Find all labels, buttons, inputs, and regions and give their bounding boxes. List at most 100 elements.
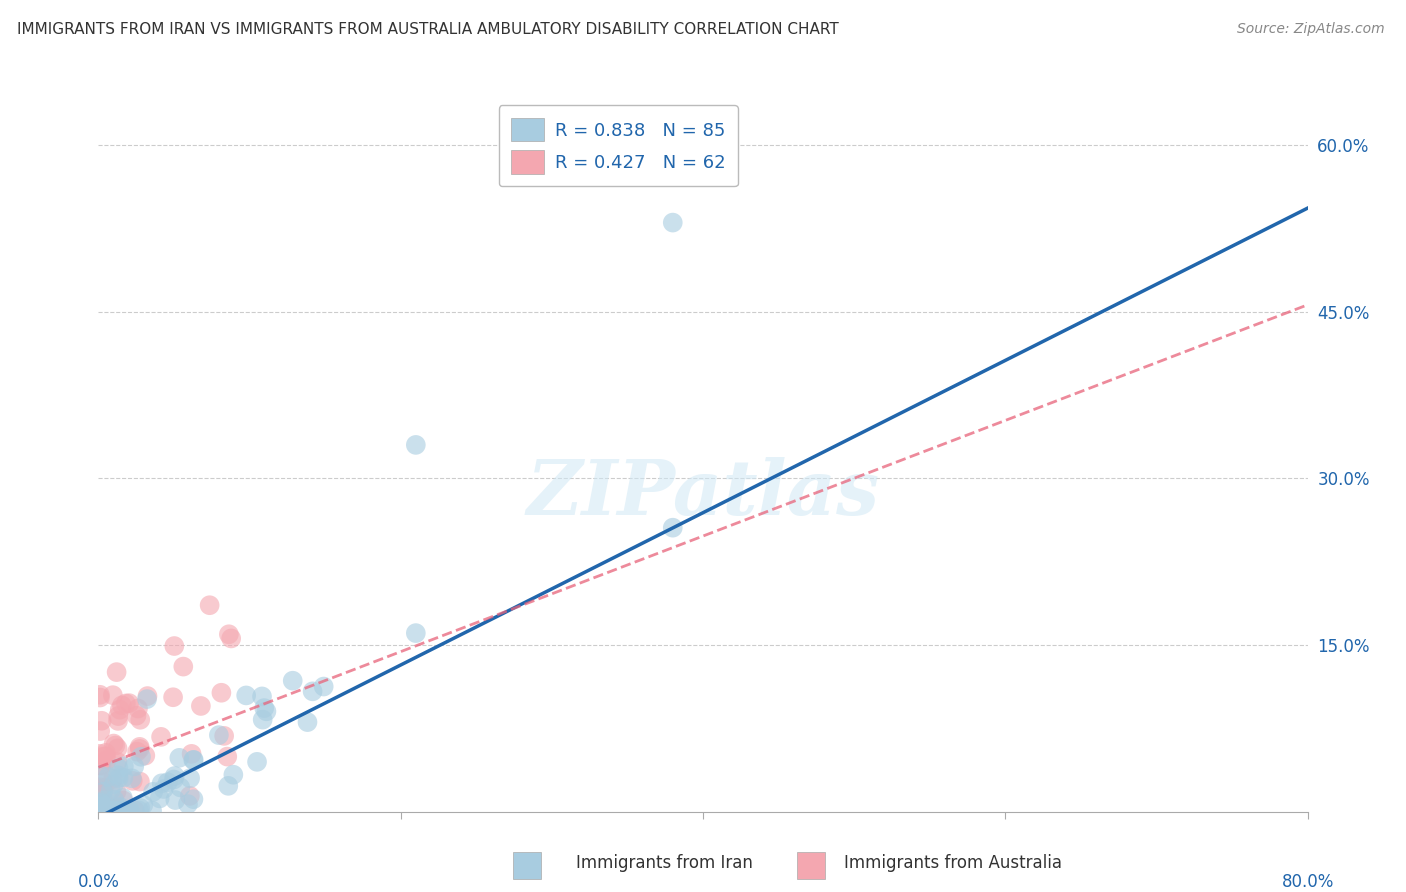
Text: Source: ZipAtlas.com: Source: ZipAtlas.com (1237, 22, 1385, 37)
Point (149, 791, 172, 805)
Point (107, 768, 129, 782)
Point (104, 804, 127, 818)
Point (89, 797, 111, 811)
Point (112, 804, 135, 818)
Point (89, 724, 111, 739)
Point (141, 804, 163, 818)
Point (100, 804, 122, 818)
Text: Immigrants from Iran: Immigrants from Iran (576, 855, 754, 872)
Point (104, 739, 127, 753)
Point (94, 804, 117, 818)
Point (181, 753, 204, 767)
Point (150, 776, 173, 790)
Point (93, 775, 115, 789)
Point (107, 714, 129, 728)
Point (112, 793, 135, 807)
Text: IMMIGRANTS FROM IRAN VS IMMIGRANTS FROM AUSTRALIA AMBULATORY DISABILITY CORRELAT: IMMIGRANTS FROM IRAN VS IMMIGRANTS FROM … (17, 22, 838, 37)
Point (91, 785, 114, 799)
Point (134, 748, 156, 763)
Point (297, 715, 319, 730)
Point (163, 639, 186, 653)
Point (252, 713, 274, 727)
Point (91, 749, 114, 764)
Point (91, 804, 114, 818)
Point (97, 770, 120, 784)
Point (118, 696, 141, 710)
Point (91, 804, 114, 818)
Point (90, 714, 112, 728)
Point (97, 804, 120, 818)
Point (107, 804, 129, 818)
Point (108, 800, 131, 814)
Point (142, 785, 165, 799)
Point (105, 785, 128, 799)
Legend: R = 0.838   N = 85, R = 0.427   N = 62: R = 0.838 N = 85, R = 0.427 N = 62 (499, 105, 738, 186)
Point (89, 780, 111, 795)
Point (125, 708, 148, 723)
Point (180, 747, 202, 761)
Point (217, 749, 239, 764)
Point (89, 804, 111, 818)
Point (117, 804, 139, 818)
Point (163, 769, 186, 783)
Point (93, 804, 115, 818)
Point (179, 771, 201, 785)
Point (132, 797, 155, 812)
Point (111, 790, 134, 805)
Point (217, 779, 239, 793)
Point (112, 804, 135, 818)
Point (121, 772, 143, 786)
Point (100, 783, 122, 797)
Point (93, 780, 115, 795)
Point (93, 804, 115, 818)
Text: 80.0%: 80.0% (1281, 873, 1334, 891)
Text: Immigrants from Australia: Immigrants from Australia (844, 855, 1062, 872)
Point (93, 784, 115, 798)
Point (129, 713, 152, 727)
Point (115, 697, 138, 711)
Point (93, 793, 115, 807)
Point (108, 703, 131, 717)
Point (94, 746, 117, 760)
Point (219, 632, 242, 646)
Text: ZIPatlas: ZIPatlas (526, 457, 880, 531)
Point (89, 804, 111, 818)
Point (190, 698, 212, 713)
Point (254, 704, 277, 718)
Point (179, 789, 201, 803)
Point (94, 749, 117, 764)
Point (129, 801, 152, 815)
Point (107, 741, 129, 756)
Point (121, 773, 143, 788)
Point (103, 793, 125, 807)
Point (105, 801, 128, 815)
Point (222, 768, 245, 782)
Point (128, 739, 150, 754)
Point (128, 804, 150, 818)
Point (212, 729, 235, 743)
Point (90, 804, 112, 818)
Point (253, 701, 276, 715)
Point (165, 793, 187, 807)
Point (661, 216, 683, 230)
Point (103, 777, 125, 791)
Point (661, 521, 683, 535)
Point (96, 797, 118, 812)
Point (101, 772, 124, 786)
Point (90, 796, 112, 810)
Point (152, 782, 174, 797)
Point (169, 751, 191, 765)
Point (163, 772, 186, 787)
Point (162, 690, 184, 705)
Point (98, 804, 121, 818)
Point (208, 728, 231, 742)
Point (128, 742, 150, 756)
Point (112, 771, 135, 785)
Point (91, 799, 114, 814)
Point (127, 701, 149, 715)
Point (90, 758, 112, 772)
Point (136, 692, 159, 706)
Text: 0.0%: 0.0% (77, 873, 120, 891)
Point (89, 768, 111, 782)
Point (405, 626, 427, 640)
